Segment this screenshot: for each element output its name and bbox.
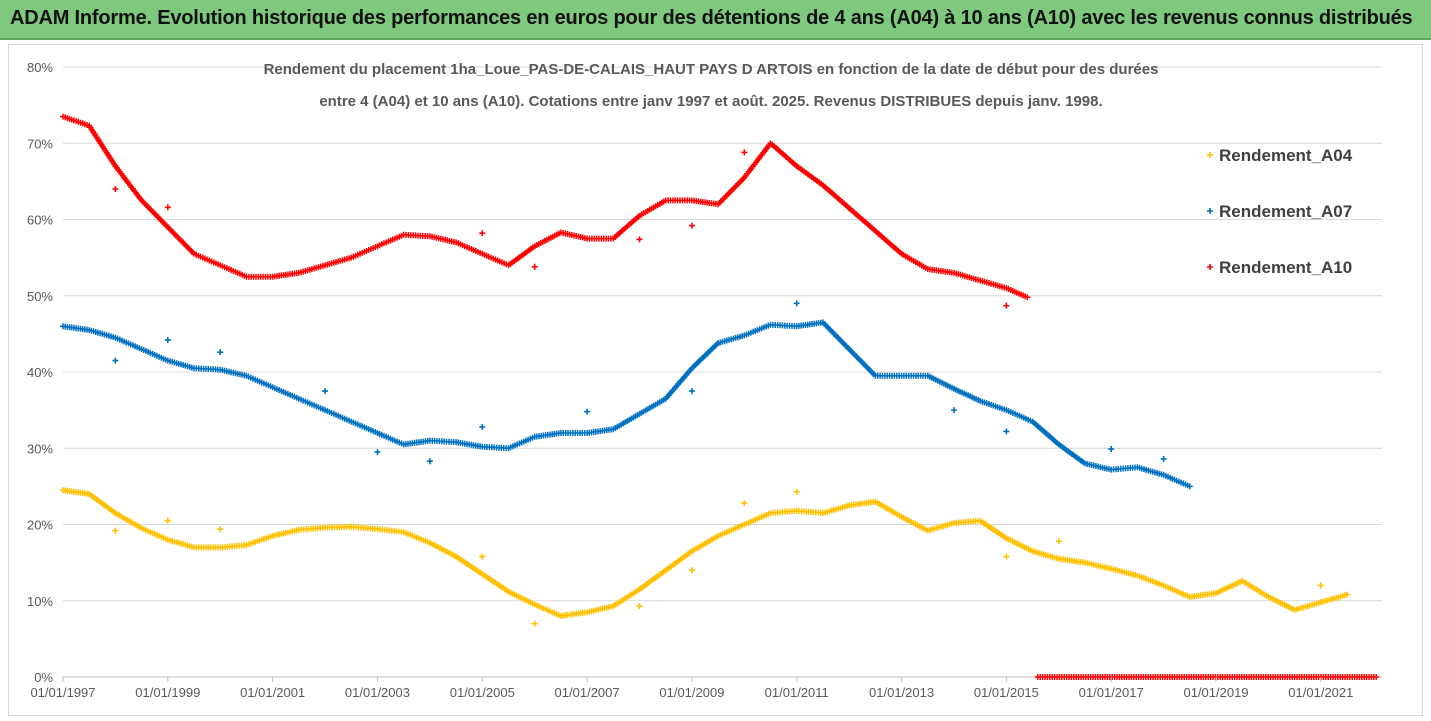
outlier-point: [1160, 455, 1167, 462]
x-tick-label: 01/01/2021: [1288, 685, 1353, 700]
outlier-point: [636, 603, 643, 610]
y-tick-label: 70%: [27, 136, 53, 151]
x-tick-label: 01/01/2001: [240, 685, 305, 700]
outlier-point: [793, 300, 800, 307]
x-tick-label: 01/01/2007: [555, 685, 620, 700]
outlier-point: [479, 553, 486, 560]
outlier-point: [112, 357, 119, 364]
x-tick-label: 01/01/2013: [869, 685, 934, 700]
y-tick-label: 60%: [27, 213, 53, 228]
outlier-point: [1003, 428, 1010, 435]
x-tick-label: 01/01/2009: [659, 685, 724, 700]
x-tick-label: 01/01/2005: [450, 685, 515, 700]
outlier-point: [164, 517, 171, 524]
chart-subtitle-line-2: entre 4 (A04) et 10 ans (A10). Cotations…: [319, 93, 1102, 110]
legend-marker: [1207, 152, 1213, 158]
outliers-Rendement_A07: [112, 300, 1167, 465]
x-tick-label: 01/01/2015: [974, 685, 1039, 700]
outlier-point: [374, 449, 381, 456]
series-line-Rendement_A10: [60, 113, 1031, 301]
chart-subtitle-line-1: Rendement du placement 1ha_Loue_PAS-DE-C…: [264, 61, 1159, 78]
outlier-point: [636, 236, 643, 243]
outlier-point: [793, 488, 800, 495]
outlier-point: [688, 567, 695, 574]
outlier-point: [688, 222, 695, 229]
outlier-point: [741, 149, 748, 156]
y-tick-label: 20%: [27, 518, 53, 533]
outlier-point: [479, 423, 486, 430]
series-line-Rendement_A07: [60, 319, 1193, 490]
outlier-point: [1003, 302, 1010, 309]
outlier-point: [1003, 553, 1010, 560]
y-tick-label: 50%: [27, 289, 53, 304]
y-tick-label: 40%: [27, 365, 53, 380]
outlier-point: [531, 263, 538, 270]
x-tick-label: 01/01/2003: [345, 685, 410, 700]
outlier-point: [1055, 538, 1062, 545]
series-Rendement_A04: [60, 487, 1351, 619]
header-banner: ADAM Informe. Evolution historique des p…: [0, 0, 1431, 40]
outlier-point: [688, 388, 695, 395]
outlier-point: [217, 349, 224, 356]
banner-title: ADAM Informe. Evolution historique des p…: [10, 7, 1413, 29]
plot-area: [60, 113, 1380, 680]
outlier-point: [584, 408, 591, 415]
outlier-point: [479, 230, 486, 237]
legend-label: Rendement_A07: [1219, 202, 1352, 221]
x-tick-label: 01/01/1997: [30, 685, 95, 700]
legend-marker: [1207, 208, 1213, 214]
outlier-point: [112, 186, 119, 192]
x-axis-ticks: 01/01/1997 01/01/1999 01/01/2001 01/01/2003…: [30, 677, 1353, 700]
outlier-point: [741, 500, 748, 507]
chart-frame: [8, 44, 1423, 716]
legend-item-Rendement_A07: Rendement_A07: [1207, 202, 1352, 221]
outlier-point: [164, 336, 171, 343]
outlier-point: [322, 388, 329, 395]
outlier-point: [112, 527, 119, 534]
legend-item-Rendement_A04: Rendement_A04: [1207, 146, 1353, 165]
y-tick-label: 80%: [27, 60, 53, 75]
legend-marker: [1207, 264, 1213, 270]
outlier-point: [950, 407, 957, 414]
legend-item-Rendement_A10: Rendement_A10: [1207, 258, 1352, 277]
grid-lines: [63, 66, 1382, 678]
legend: Rendement_A04 Rendement_A07 Rendement_A10: [1207, 146, 1353, 277]
outlier-point: [217, 526, 224, 533]
series-zero-segment-Rendement_A10: [1034, 674, 1380, 680]
legend-label: Rendement_A04: [1219, 146, 1353, 165]
series-line-Rendement_A04: [60, 487, 1351, 619]
outlier-point: [164, 204, 171, 211]
x-tick-label: 01/01/2019: [1183, 685, 1248, 700]
outlier-point: [1317, 582, 1324, 589]
series-Rendement_A10: [60, 113, 1380, 680]
outliers-Rendement_A04: [112, 488, 1324, 627]
x-tick-label: 01/01/1999: [135, 685, 200, 700]
legend-label: Rendement_A10: [1219, 258, 1352, 277]
y-tick-label: 0%: [34, 670, 53, 685]
y-tick-label: 30%: [27, 441, 53, 456]
outliers-Rendement_A10: [112, 149, 1010, 309]
outlier-point: [1108, 446, 1115, 453]
y-tick-label: 10%: [27, 594, 53, 609]
y-axis-ticks: 0% 10% 20% 30% 40% 50% 60% 70% 80%: [27, 60, 53, 685]
series-Rendement_A07: [60, 319, 1193, 490]
outlier-point: [426, 458, 433, 465]
x-tick-label: 01/01/2017: [1079, 685, 1144, 700]
outlier-point: [531, 620, 538, 627]
x-tick-label: 01/01/2011: [765, 685, 829, 700]
